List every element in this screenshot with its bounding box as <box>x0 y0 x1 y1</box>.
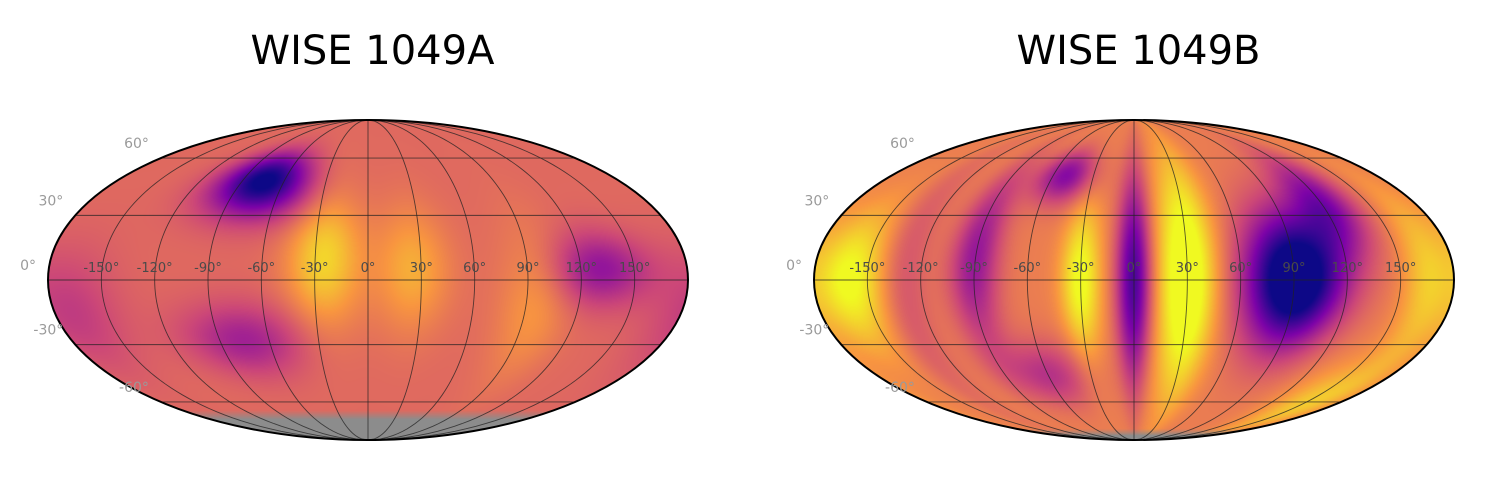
graticule <box>814 120 1454 440</box>
lon-tick-label: -120° <box>137 261 173 276</box>
lon-tick-label: -150° <box>849 261 885 276</box>
lat-tick-label: -60° <box>119 380 149 396</box>
lon-tick-label: 90° <box>1282 261 1305 276</box>
lat-tick-label: -60° <box>885 380 915 396</box>
mollweide-map-a: -150° -120° -90° -60° -30° 0° 30° 60° 90° 120° 150… <box>20 119 689 441</box>
map-panel-b: WISE 1049B -150° -120° -90° -60° -30° 0° 30° 60… <box>766 0 1490 496</box>
lat-tick-label: 30° <box>38 193 63 209</box>
graticule <box>48 120 688 440</box>
intensity-map <box>48 120 688 440</box>
lon-tick-label: 150° <box>1385 261 1416 276</box>
lat-tick-label: 0° <box>20 258 36 274</box>
lat-tick-label: 30° <box>804 193 829 209</box>
mollweide-map-b: -150° -120° -90° -60° -30° 0° 30° 60° 90° 120° 150… <box>786 119 1455 441</box>
map-outline <box>813 119 1455 441</box>
lon-tick-label: -60° <box>1013 261 1041 276</box>
chart-title: WISE 1049B <box>1016 28 1261 74</box>
map-panel-a: WISE 1049A -150° -120° -90° -60° -30° 0° 30° 60… <box>20 28 689 441</box>
lon-tick-label: -60° <box>247 261 275 276</box>
lon-tick-label: 0° <box>1127 261 1142 276</box>
lon-tick-label: -90° <box>194 261 222 276</box>
lat-tick-label: -30° <box>799 323 829 339</box>
chart-title: WISE 1049A <box>250 28 495 74</box>
lon-tick-label: 90° <box>516 261 539 276</box>
lon-tick-label: -150° <box>83 261 119 276</box>
lon-tick-label: -30° <box>301 261 329 276</box>
lat-tick-label: 0° <box>786 258 802 274</box>
lat-tick-label: -30° <box>33 323 63 339</box>
lon-tick-label: 0° <box>361 261 376 276</box>
lon-tick-label: 60° <box>463 261 486 276</box>
lon-tick-label: 150° <box>619 261 650 276</box>
intensity-map <box>814 120 1454 440</box>
lon-tick-label: 120° <box>566 261 597 276</box>
lon-tick-label: 60° <box>1229 261 1252 276</box>
lon-tick-label: -120° <box>903 261 939 276</box>
map-outline <box>47 119 689 441</box>
lon-tick-label: 30° <box>1176 261 1199 276</box>
lon-tick-label: 120° <box>1332 261 1363 276</box>
lat-tick-label: 60° <box>890 136 915 152</box>
lon-tick-label: 30° <box>410 261 433 276</box>
lon-tick-label: -30° <box>1067 261 1095 276</box>
lat-tick-label: 60° <box>124 136 149 152</box>
lon-tick-label: -90° <box>960 261 988 276</box>
